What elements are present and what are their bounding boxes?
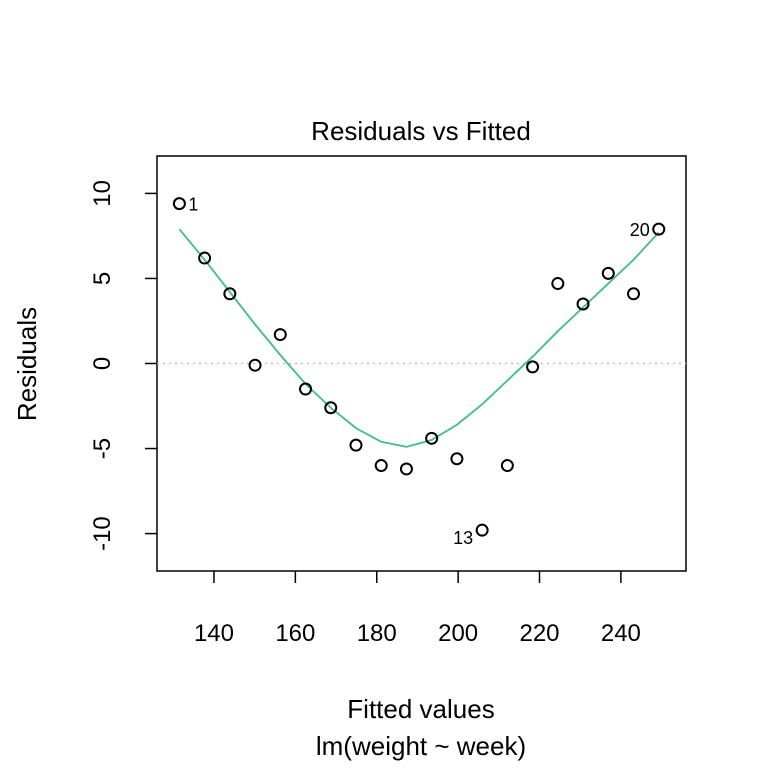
y-axis-title: Residuals (12, 307, 42, 421)
y-tick-label: 5 (89, 272, 116, 285)
point-label: 20 (630, 220, 650, 240)
x-tick-label: 240 (601, 620, 641, 647)
chart-title: Residuals vs Fitted (311, 116, 531, 146)
data-point (526, 360, 540, 374)
data-point (425, 431, 439, 445)
x-tick-label: 140 (194, 620, 234, 647)
point-label: 1 (188, 195, 198, 215)
point-labels: 1 13 20 (188, 195, 649, 549)
data-point (601, 266, 615, 280)
data-points (172, 197, 666, 537)
x-axis-title: Fitted values (347, 694, 494, 724)
data-point (198, 251, 212, 265)
data-point (652, 222, 666, 236)
x-tick-label: 200 (438, 620, 478, 647)
data-point (273, 328, 287, 342)
data-point (551, 277, 565, 291)
y-tick-label: -10 (89, 516, 116, 551)
smoother-line (178, 228, 660, 448)
x-axis-subtitle: lm(weight ~ week) (316, 731, 526, 761)
data-point (324, 401, 338, 415)
y-tick-label: 0 (89, 357, 116, 370)
y-tick-label: 10 (89, 180, 116, 207)
data-point (399, 462, 413, 476)
x-axis: 140 160 180 200 220 240 (194, 571, 641, 647)
y-tick-label: -5 (89, 438, 116, 459)
data-point (349, 438, 363, 452)
data-point (374, 459, 388, 473)
y-axis: 10 5 0 -5 -10 (89, 180, 157, 551)
data-point (223, 287, 237, 301)
data-point (500, 459, 514, 473)
x-tick-label: 220 (519, 620, 559, 647)
data-point (627, 287, 641, 301)
x-tick-label: 180 (357, 620, 397, 647)
point-label: 13 (453, 528, 473, 548)
data-point (576, 297, 590, 311)
data-point (450, 452, 464, 466)
data-point (172, 197, 186, 211)
data-point (299, 382, 313, 396)
data-point (475, 523, 489, 537)
x-tick-label: 160 (275, 620, 315, 647)
data-point (248, 358, 262, 372)
